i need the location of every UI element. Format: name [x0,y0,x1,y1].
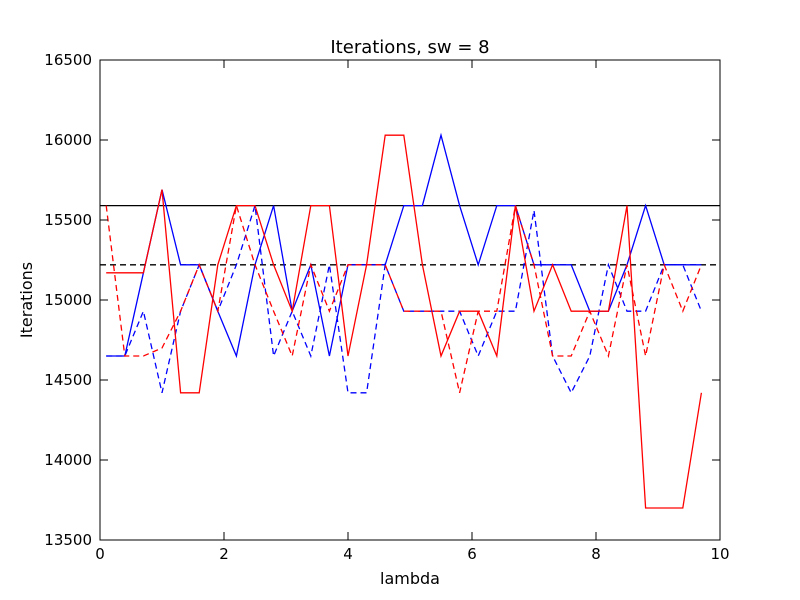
series-line-4 [105,205,703,393]
plot-area: 0 2 4 6 8 10 13500 14000 14500 15000 15500 16000 165… [44,51,729,563]
chart-title: Iterations, sw = 8 [330,37,489,58]
x-tick-label: 6 [467,545,477,563]
x-tick-label: 2 [219,545,229,563]
y-tick-label: 15500 [44,211,92,229]
y-tick-label: 16500 [44,51,92,69]
y-axis-title: Iterations [17,262,36,338]
x-tick-label: 0 [95,545,105,563]
x-axis-title: lambda [380,569,440,588]
x-tick-label: 10 [710,545,729,563]
x-tick-label: 8 [591,545,601,563]
y-tick-label: 14500 [44,371,92,389]
y-tick-label: 13500 [44,531,92,549]
x-tick-label: 4 [343,545,353,563]
y-tick-label: 14000 [44,451,92,469]
y-tick-label: 15000 [44,291,92,309]
series-line-3 [106,134,703,509]
y-tick-label: 16000 [44,131,92,149]
series-line-2 [106,205,703,395]
